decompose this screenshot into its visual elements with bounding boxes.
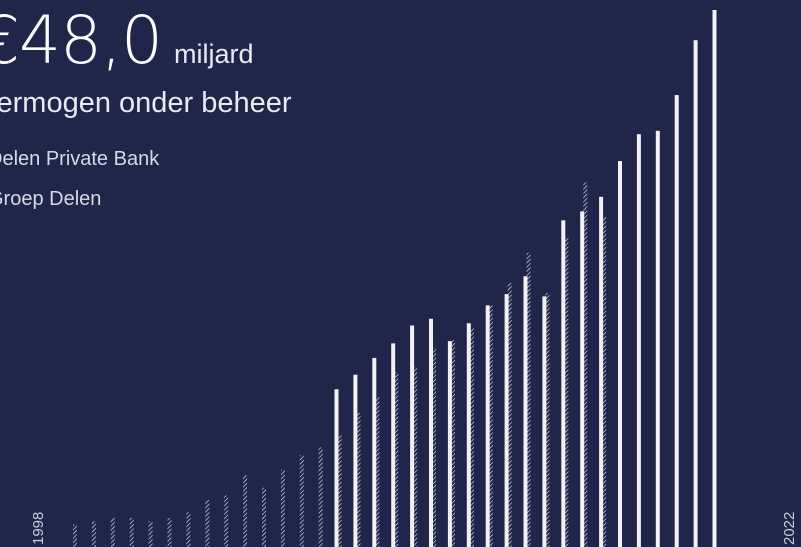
bar-groep-delen	[167, 517, 172, 547]
bar-delen-private-bank	[618, 161, 622, 547]
bar-groep-delen	[507, 282, 512, 547]
bar-delen-private-bank	[655, 130, 660, 547]
bar-delen-private-bank	[504, 294, 509, 547]
bar-delen-private-bank	[429, 318, 433, 547]
bar-delen-private-bank	[353, 374, 358, 547]
bar-groep-delen	[564, 237, 569, 547]
total-aum-unit: miljard	[173, 39, 254, 69]
bar-delen-private-bank	[410, 325, 415, 547]
bar-groep-delen	[469, 327, 474, 547]
total-aum-value: €48,0	[0, 2, 163, 79]
bar-groep-delen	[262, 487, 266, 547]
bar-delen-private-bank	[599, 196, 604, 547]
bar-delen-private-bank	[693, 40, 698, 547]
bar-delen-private-bank	[523, 276, 528, 547]
bars-group	[73, 10, 717, 547]
bar-groep-delen	[280, 469, 285, 547]
bar-groep-delen	[73, 524, 77, 547]
bar-groep-delen	[318, 447, 323, 547]
bar-groep-delen	[91, 521, 96, 547]
bar-delen-private-bank	[466, 323, 471, 547]
bar-groep-delen	[451, 340, 455, 547]
bar-delen-private-bank	[391, 343, 396, 547]
bar-groep-delen	[186, 512, 191, 547]
bar-delen-private-bank	[372, 357, 377, 547]
bar-groep-delen	[602, 216, 607, 547]
bar-groep-delen	[375, 397, 380, 547]
bar-delen-private-bank	[674, 95, 679, 547]
bar-groep-delen	[413, 366, 418, 547]
bar-groep-delen	[583, 182, 588, 547]
chart-subtitle: vermogen onder beheer	[0, 87, 292, 119]
bar-delen-private-bank	[636, 134, 641, 547]
x-tick-label-start: 1998	[30, 512, 47, 545]
bar-delen-private-bank	[712, 10, 717, 547]
bar-groep-delen	[337, 435, 342, 547]
bar-groep-delen	[224, 495, 229, 547]
bar-delen-private-bank	[485, 305, 490, 547]
bar-delen-private-bank	[580, 211, 585, 547]
legend-item-groep-delen: Groep Delen	[0, 188, 102, 210]
bar-delen-private-bank	[447, 341, 452, 547]
x-tick-label-end: 2022	[781, 512, 798, 545]
bar-groep-delen	[356, 412, 361, 547]
bar-groep-delen	[148, 521, 153, 547]
bar-groep-delen	[205, 500, 210, 547]
bar-groep-delen	[545, 293, 550, 547]
bar-delen-private-bank	[334, 389, 339, 547]
headline: €48,0 miljard	[0, 2, 253, 79]
bar-groep-delen	[110, 517, 115, 547]
bar-groep-delen	[488, 305, 493, 547]
bar-groep-delen	[432, 347, 437, 547]
bar-delen-private-bank	[542, 296, 547, 547]
bar-groep-delen	[299, 455, 304, 547]
bar-groep-delen	[243, 475, 248, 547]
bar-groep-delen	[129, 517, 134, 547]
bar-groep-delen	[394, 372, 399, 547]
legend-item-delen-private-bank: Delen Private Bank	[0, 148, 160, 170]
bar-groep-delen	[526, 252, 531, 547]
bar-delen-private-bank	[561, 220, 566, 547]
